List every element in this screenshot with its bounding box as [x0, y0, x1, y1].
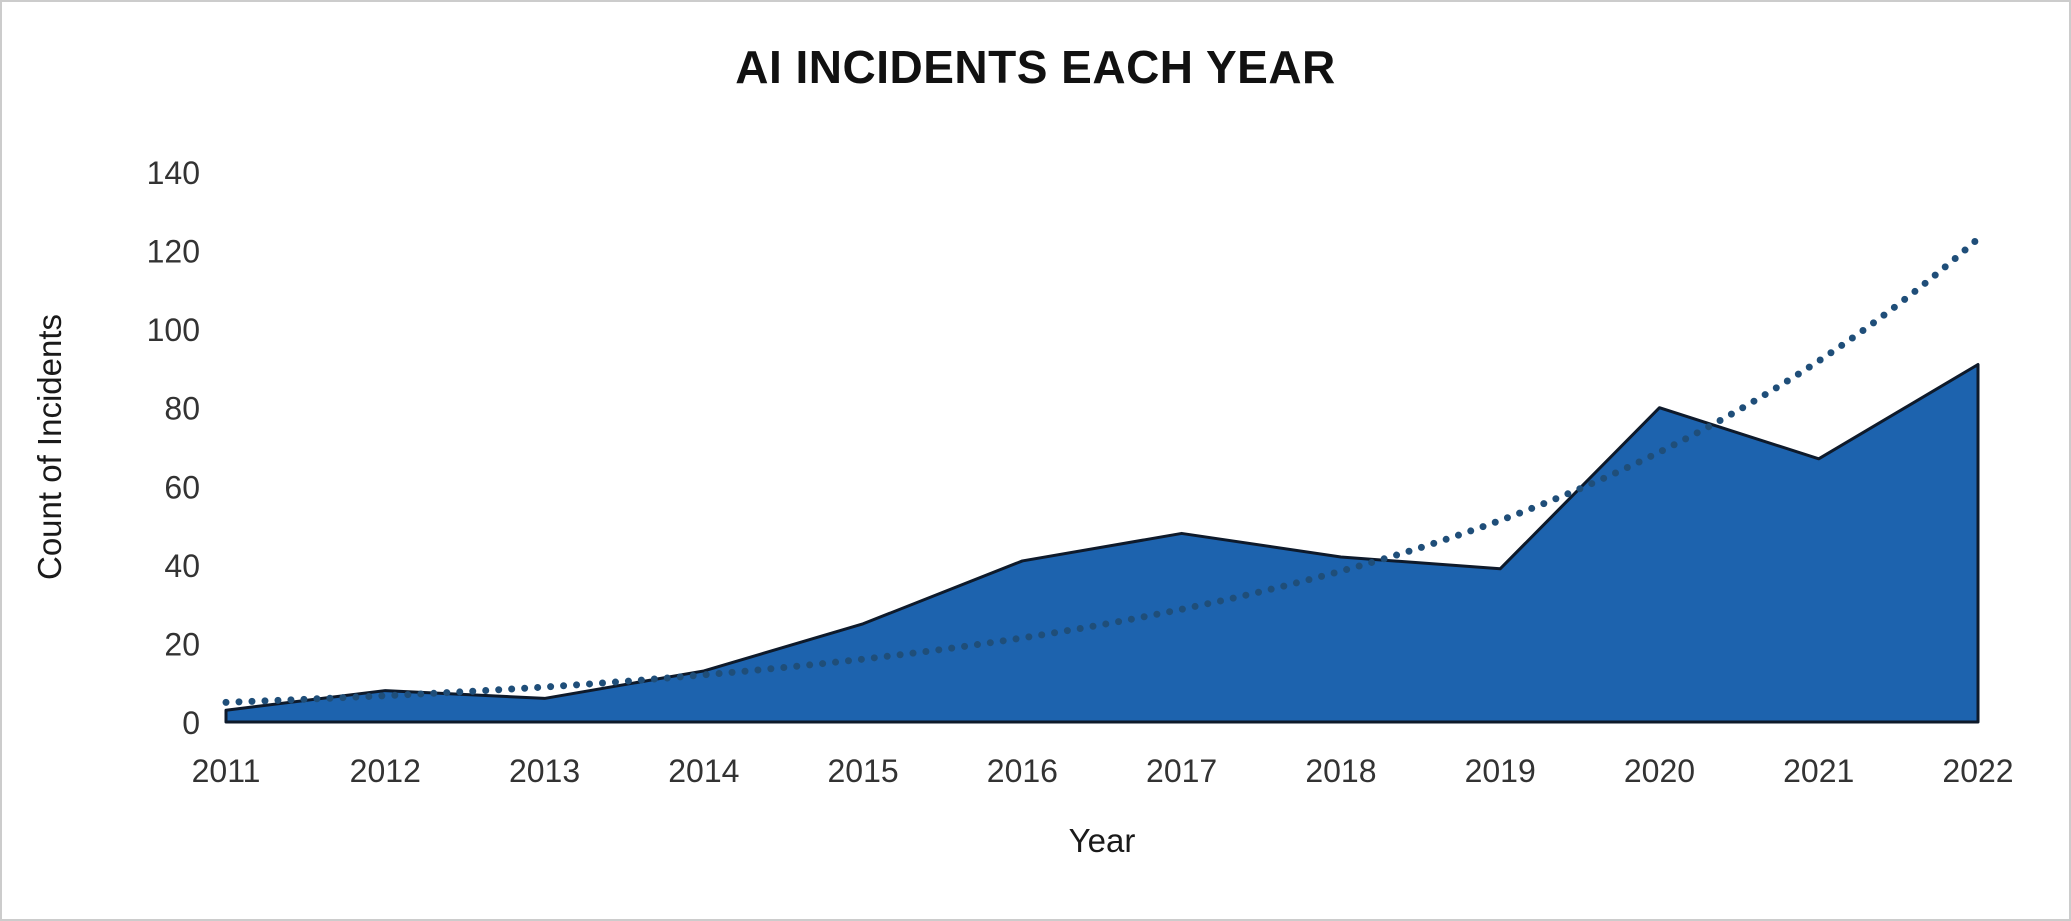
trendline-dotted — [222, 235, 1982, 706]
area-series-count-of-incidents — [224, 363, 1980, 724]
x-tick-label: 2022 — [1942, 753, 2013, 789]
y-tick-label: 0 — [182, 705, 200, 741]
x-tick-label: 2013 — [509, 753, 580, 789]
x-tick-label: 2011 — [192, 753, 261, 789]
x-tick-label: 2021 — [1783, 753, 1854, 789]
x-tick-label: 2017 — [1146, 753, 1217, 789]
y-tick-label: 140 — [147, 155, 200, 191]
x-tick-label: 2019 — [1465, 753, 1536, 789]
y-tick-label: 40 — [164, 548, 200, 584]
y-tick-label: 120 — [147, 234, 200, 270]
x-tick-label: 2016 — [987, 753, 1058, 789]
x-tick-label: 2020 — [1624, 753, 1695, 789]
chart-title: AI INCIDENTS EACH YEAR — [735, 41, 1336, 93]
x-tick-label: 2012 — [350, 753, 421, 789]
y-axis-title: Count of Incidents — [31, 314, 68, 580]
x-tick-label: 2015 — [827, 753, 898, 789]
y-tick-label: 100 — [147, 312, 200, 348]
x-axis-title: Year — [1068, 822, 1136, 859]
y-tick-label: 60 — [164, 469, 200, 505]
y-tick-label: 80 — [164, 391, 200, 427]
y-tick-label: 20 — [164, 626, 200, 662]
x-tick-label: 2014 — [668, 753, 739, 789]
x-tick-label: 2018 — [1305, 753, 1376, 789]
